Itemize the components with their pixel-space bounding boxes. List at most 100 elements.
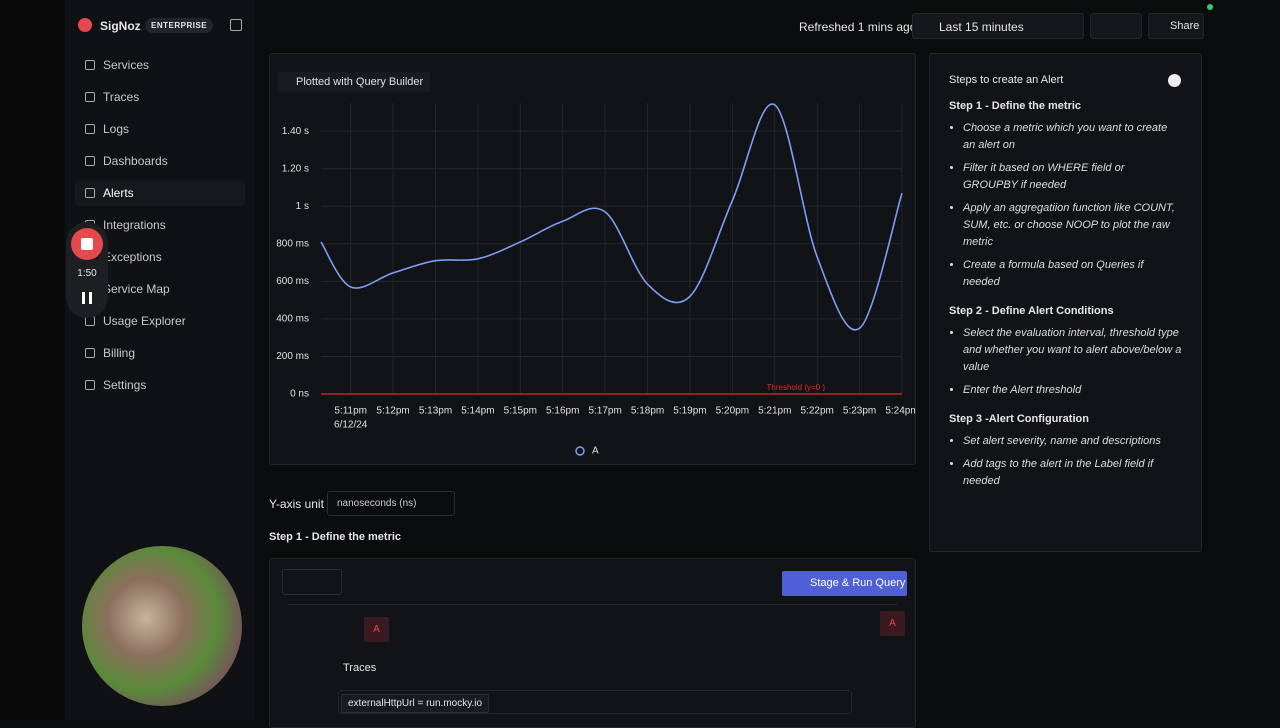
query-panel: Stage & Run Query A A Traces externalHtt…	[269, 558, 916, 728]
step-bullet: Set alert severity, name and description…	[963, 433, 1182, 450]
brand: SigNoz	[100, 19, 141, 33]
step-list: Select the evaluation interval, threshol…	[949, 325, 1182, 399]
step-list: Set alert severity, name and description…	[949, 433, 1182, 490]
step-title: Step 3 -Alert Configuration	[949, 413, 1089, 425]
nav-label: Integrations	[103, 218, 166, 232]
y-tick-label: 200 ms	[276, 351, 309, 362]
yaxis-unit-select[interactable]: nanoseconds (ns)	[327, 491, 455, 516]
yaxis-unit-label: Y-axis unit	[269, 497, 324, 511]
run-query-label: Stage & Run Query	[810, 577, 906, 589]
yaxis-unit-value: nanoseconds (ns)	[337, 498, 417, 509]
nav-label: Traces	[103, 90, 140, 104]
chart-panel: Plotted with Query Builder 0 ns 200 ms 400…	[269, 53, 916, 465]
share-button[interactable]: Share	[1148, 13, 1204, 39]
x-tick-label: 5:14pm	[461, 406, 494, 417]
step-bullet: Choose a metric which you want to create…	[963, 120, 1182, 154]
x-tick-label: 5:11pm	[334, 406, 367, 417]
nav-icon	[85, 188, 95, 198]
run-query-button[interactable]: Stage & Run Query	[782, 571, 907, 596]
legend-label: A	[592, 446, 599, 457]
step-bullet: Enter the Alert threshold	[963, 382, 1182, 399]
step-bullet: Apply an aggregatiion function like COUN…	[963, 200, 1182, 251]
nav-label: Alerts	[103, 186, 134, 200]
x-tick-label: 5:22pm	[801, 406, 834, 417]
series-line	[320, 103, 903, 331]
time-range-label: Last 15 minutes	[939, 20, 1024, 34]
stop-button[interactable]	[71, 228, 103, 260]
chart: Plotted with Query Builder 0 ns 200 ms 400…	[276, 72, 915, 457]
filter-input[interactable]: externalHttpUrl = run.mocky.io	[338, 690, 852, 714]
recorder: 1:50	[66, 222, 108, 318]
nav-item[interactable]: Traces	[75, 84, 245, 110]
divider	[288, 604, 898, 605]
nav-item[interactable]: Dashboards	[75, 148, 245, 174]
help-steps: Step 1 - Define the metric Choose a metri…	[949, 100, 1182, 490]
data-source: Traces	[343, 662, 377, 674]
step-heading: Step 1 - Define the metric	[269, 531, 402, 543]
chart-label: Plotted with Query Builder	[296, 76, 424, 88]
step-bullet: Select the evaluation interval, threshol…	[963, 325, 1182, 376]
x-tick-label: 5:16pm	[546, 406, 579, 417]
share-label: Share	[1170, 20, 1200, 32]
x-tick-label: 5:19pm	[673, 406, 706, 417]
nav-item[interactable]: Services	[75, 52, 245, 78]
step-bullet: Add tags to the alert in the Label field…	[963, 456, 1182, 490]
step-bullet: Filter it based on WHERE field or GROUPB…	[963, 160, 1182, 194]
x-tick-label: 5:21pm	[758, 406, 791, 417]
step-title: Step 1 - Define the metric	[949, 100, 1082, 112]
y-tick-label: 1.40 s	[282, 126, 309, 137]
x-date-label: 6/12/24	[334, 420, 368, 431]
x-tick-label: 5:12pm	[376, 406, 409, 417]
refreshed: Refreshed 1 mins ago	[799, 20, 917, 34]
badge: ENTERPRISE	[145, 18, 214, 33]
logo	[78, 18, 92, 32]
y-tick-label: 600 ms	[276, 276, 309, 287]
sidebar: SigNoz ENTERPRISE Services Traces Logs Dash…	[0, 0, 255, 720]
query-name: A	[364, 617, 389, 642]
status-dot	[1207, 4, 1213, 10]
y-tick-label: 1 s	[296, 201, 309, 212]
x-tick-label: 5:15pm	[504, 406, 537, 417]
refresh-button[interactable]	[1090, 13, 1142, 39]
legend-marker	[575, 446, 585, 456]
x-tick-label: 5:24pm	[885, 406, 915, 417]
nav-icon	[85, 92, 95, 102]
x-tick-label: 5:17pm	[588, 406, 621, 417]
nav-label: Billing	[103, 346, 136, 360]
webcam	[82, 546, 242, 706]
help-title: Steps to create an Alert	[949, 74, 1064, 86]
nav-label: Service Map	[103, 282, 170, 296]
x-tick-label: 5:23pm	[843, 406, 876, 417]
time-range[interactable]: Last 15 minutes	[912, 13, 1084, 39]
nav-item[interactable]: Logs	[75, 116, 245, 142]
nav-item[interactable]: Billing	[75, 340, 245, 366]
nav-icon	[85, 348, 95, 358]
threshold-label: Threshold (y=0 )	[767, 383, 826, 392]
y-tick-label: 1.20 s	[282, 163, 309, 174]
collapse-button[interactable]	[230, 19, 242, 31]
nav-item[interactable]: Alerts	[75, 180, 245, 206]
nav-label: Exceptions	[103, 250, 162, 264]
filter-tag: externalHttpUrl = run.mocky.io	[341, 694, 490, 713]
nav-item[interactable]: Settings	[75, 372, 245, 398]
nav-icon	[85, 60, 95, 70]
nav-label: Settings	[103, 378, 147, 392]
help-panel: Steps to create an Alert Step 1 - Define…	[929, 53, 1202, 552]
nav-label: Dashboards	[103, 154, 168, 168]
step-bullet: Create a formula based on Queries if nee…	[963, 257, 1182, 291]
y-tick-label: 0 ns	[290, 389, 309, 400]
nav-label: Logs	[103, 122, 130, 136]
nav-icon	[85, 124, 95, 134]
record-time: 1:50	[77, 268, 97, 279]
x-tick-label: 5:13pm	[419, 406, 452, 417]
pause-button[interactable]	[82, 292, 92, 304]
step-list: Choose a metric which you want to create…	[949, 120, 1182, 291]
query-name-badge: A	[880, 611, 905, 636]
nav-icon	[85, 156, 95, 166]
y-tick-label: 800 ms	[276, 238, 309, 249]
nav-label: Usage Explorer	[103, 314, 186, 328]
query-mode-toggle[interactable]	[282, 569, 342, 595]
nav-icon	[85, 380, 95, 390]
help-icon[interactable]	[1168, 74, 1181, 87]
